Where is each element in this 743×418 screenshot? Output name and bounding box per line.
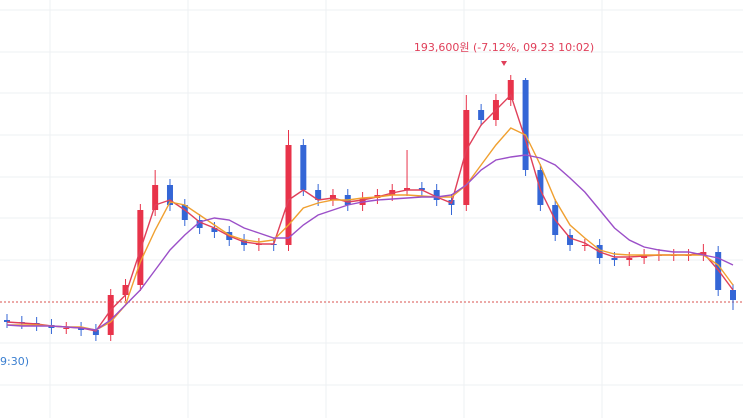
candle-body [507,80,514,100]
candle-body [137,210,144,285]
time-label: 9:30) [0,355,29,368]
candle-body [78,328,85,330]
candle-body [211,228,218,232]
candle-body [315,190,322,200]
candle-body [433,190,440,200]
candle-body [478,110,485,120]
candle-body [152,185,159,210]
moving-average [6,154,734,331]
candle-body [196,220,203,228]
candle-body [92,330,99,335]
candle-body [463,110,470,205]
candle-body [181,205,188,220]
candle-body [285,145,292,245]
moving-average [7,127,734,331]
candle-body [581,245,588,246]
candle-body [522,80,529,170]
candle-body [166,185,173,205]
candle-body [611,258,618,260]
candle-body [4,320,10,322]
candle-body [107,295,114,335]
moving-average [6,93,734,332]
candle-body [626,258,633,260]
candle-body [730,290,736,300]
candle-body [418,188,425,190]
high-marker [501,61,507,66]
candle-body [63,328,70,329]
candle-body [122,285,129,295]
candle-body [567,235,574,245]
candle-body [300,145,307,190]
candle-body [404,188,411,190]
high-annotation: 193,600원 (-7.12%, 09.23 10:02) [414,41,594,54]
